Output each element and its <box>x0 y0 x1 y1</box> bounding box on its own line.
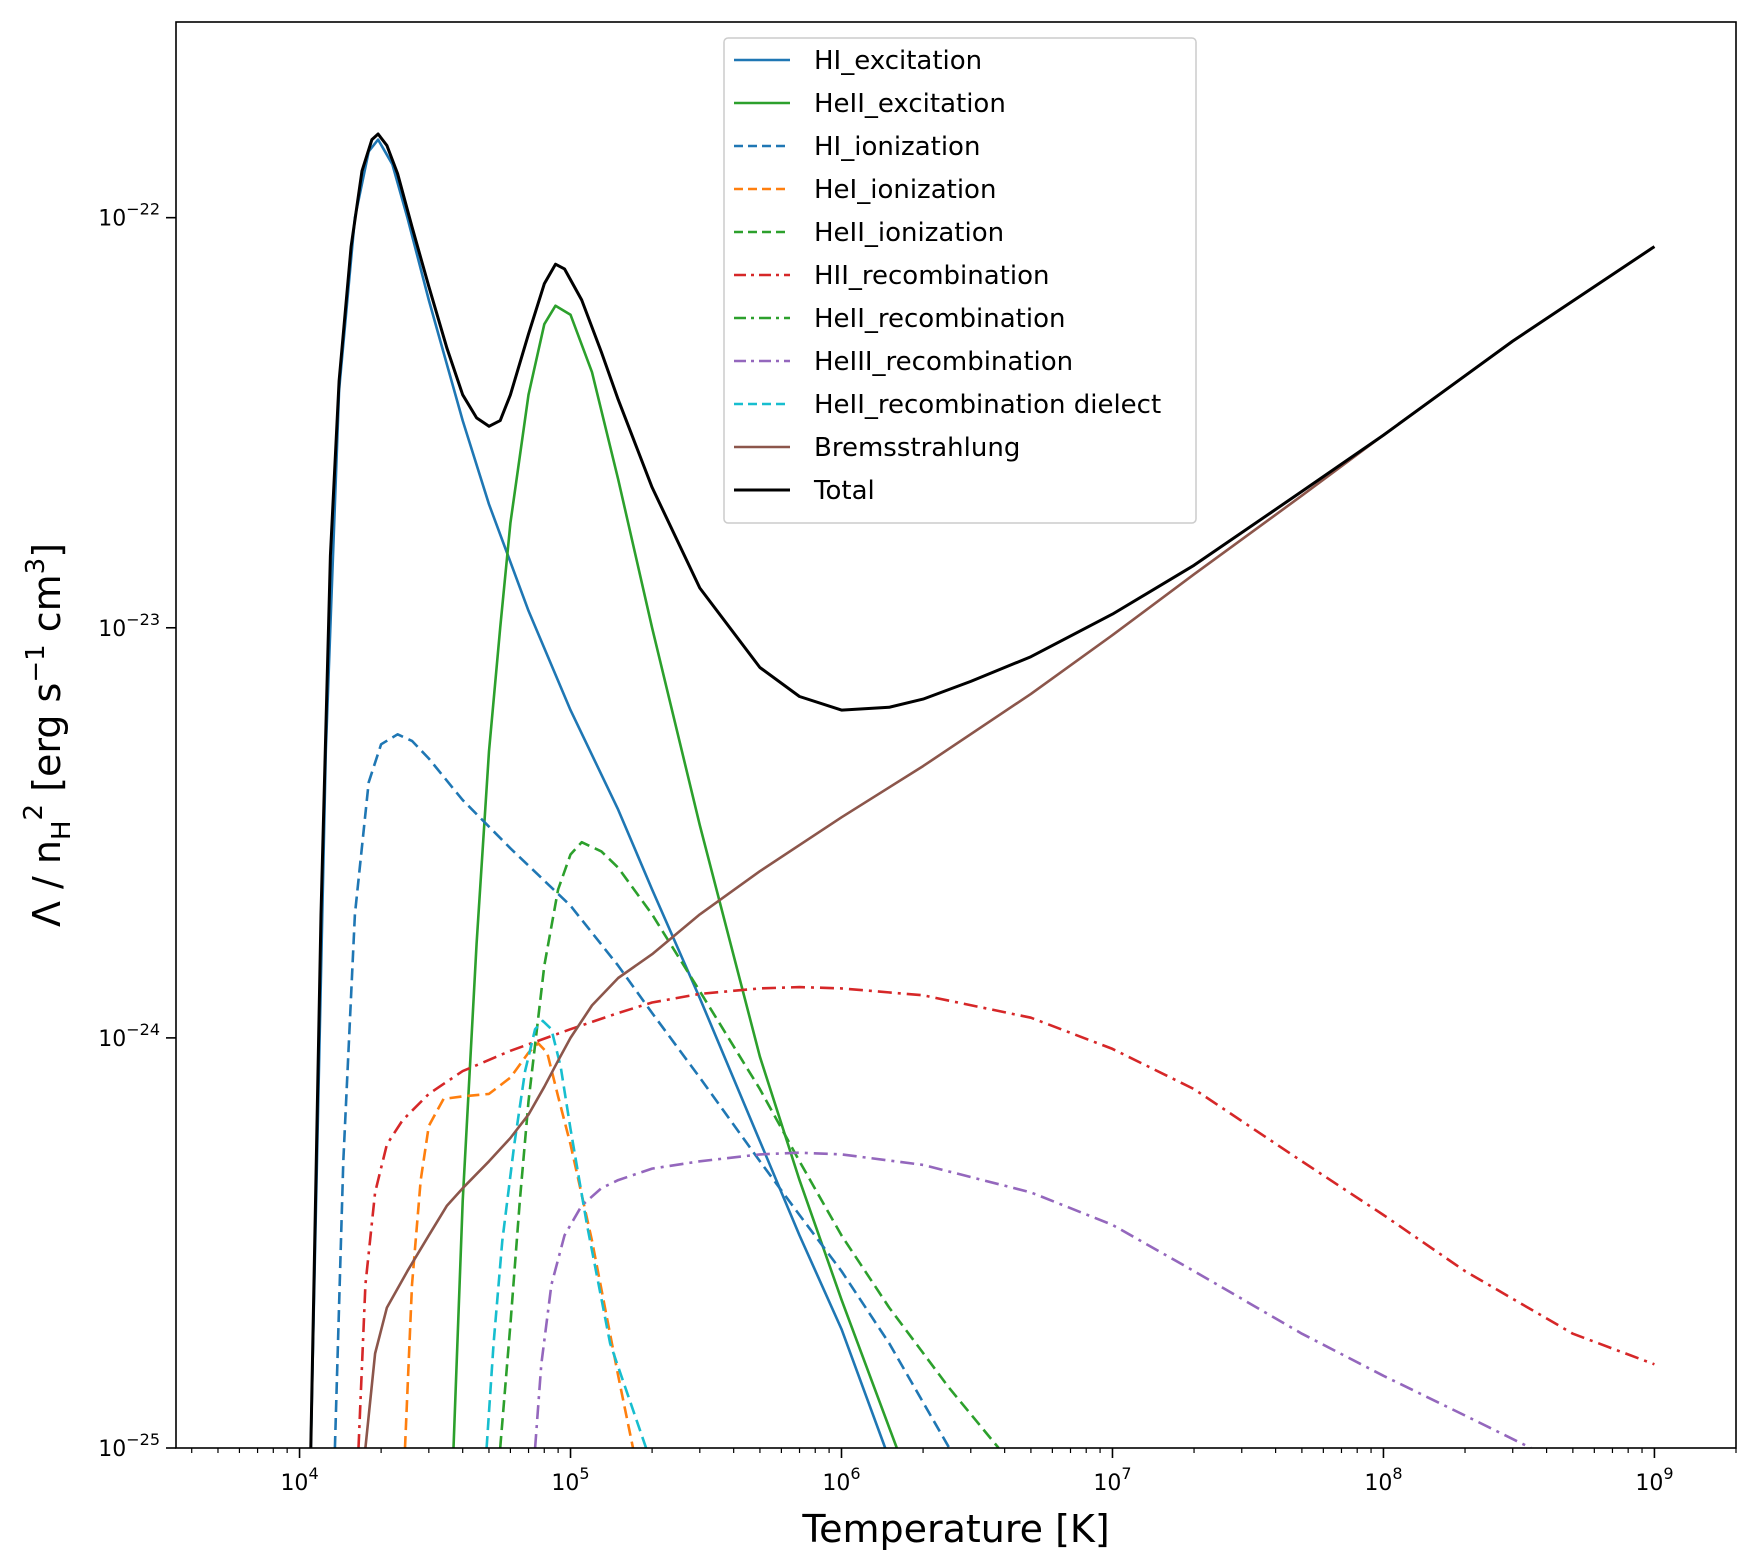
x-tick-label: 109 <box>1635 1464 1673 1496</box>
x-tick-label: 107 <box>1093 1464 1131 1496</box>
x-tick-label: 106 <box>822 1464 860 1496</box>
series-line-heiii-recombination <box>533 1151 1532 1448</box>
y-tick-label: 10−24 <box>98 1020 160 1052</box>
x-axis-title: Temperature [K] <box>801 1507 1109 1551</box>
series-line-hi-ionization <box>333 733 951 1448</box>
axis-layer: 104 105 106 107 108 109 10−25 10−24 10−23 10−22 <box>98 200 1737 1496</box>
y-tick-label: 10−23 <box>98 610 160 642</box>
legend-label: HeII_recombination <box>814 304 1065 334</box>
legend: HI_excitation HeII_excitation HI_ionizatio… <box>723 37 1197 524</box>
series-line-heii-excitation <box>452 304 899 1448</box>
legend-label: Bremsstrahlung <box>814 433 1020 463</box>
x-tick-label: 108 <box>1364 1464 1402 1496</box>
series-line-heii-recombination-dielect <box>485 1019 648 1448</box>
legend-label: HI_excitation <box>814 46 982 76</box>
series-line-total <box>309 132 1656 1448</box>
legend-label: HeII_excitation <box>814 89 1006 119</box>
legend-label: HeII_recombination dielect <box>814 390 1161 420</box>
series-layer <box>309 132 1656 1448</box>
y-tick-label: 10−25 <box>98 1430 160 1462</box>
y-tick-label: 10−22 <box>98 200 160 232</box>
plot-frame <box>175 21 1737 1449</box>
series-line-hii-recombination <box>357 985 1655 1448</box>
y-axis-title: Λ / nH2 [erg s−1 cm3] <box>19 543 77 927</box>
series-line-hei-ionization <box>403 1042 635 1448</box>
legend-label: HII_recombination <box>814 261 1049 291</box>
series-line-bremsstrahlung <box>364 245 1656 1448</box>
legend-box <box>723 37 1197 524</box>
x-tick-label: 105 <box>551 1464 589 1496</box>
legend-label: HeI_ionization <box>814 175 996 205</box>
legend-label: Total <box>813 476 875 506</box>
legend-label: HeIII_recombination <box>814 347 1073 377</box>
legend-label: HI_ionization <box>814 132 980 162</box>
legend-label: HeII_ionization <box>814 218 1004 248</box>
x-tick-label: 104 <box>280 1464 318 1496</box>
